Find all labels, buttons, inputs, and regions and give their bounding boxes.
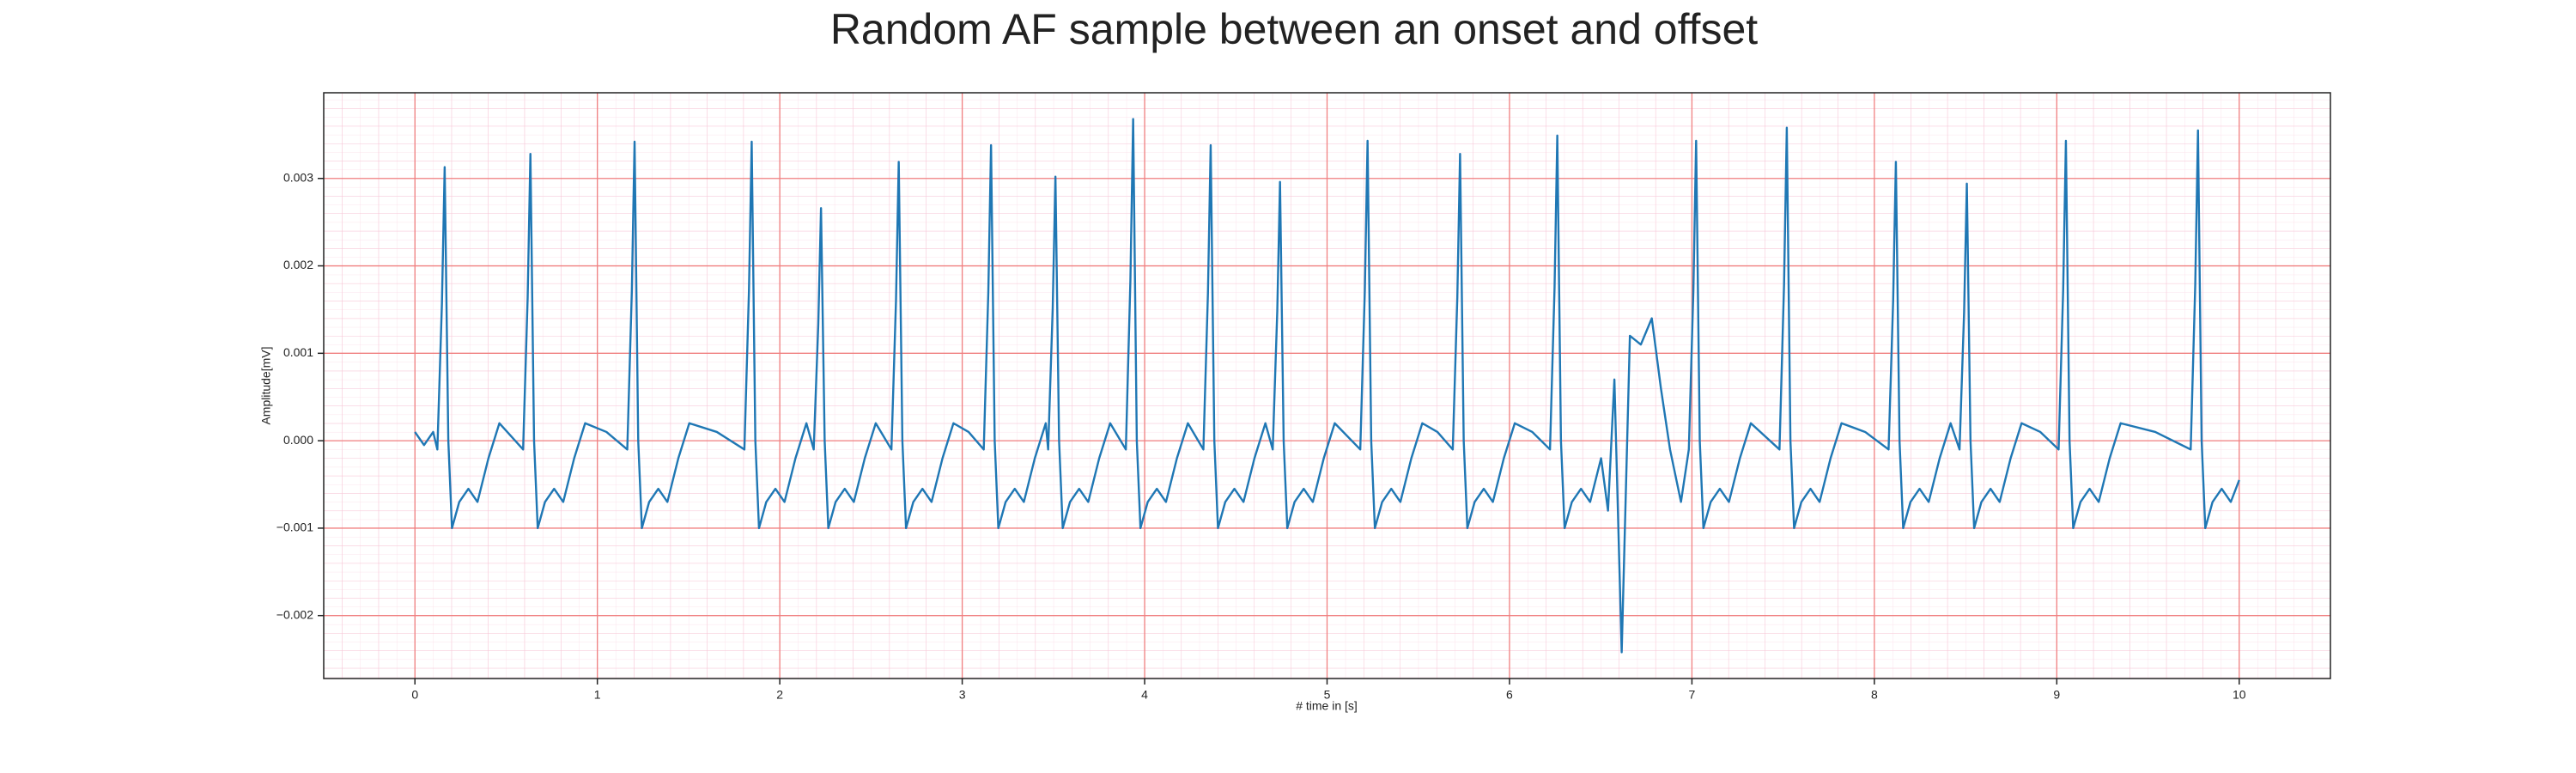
y-tick-label: 0.002 xyxy=(283,258,313,271)
x-tick-label: 8 xyxy=(1871,688,1878,702)
x-tick-label: 9 xyxy=(2053,688,2060,702)
x-tick-label: 10 xyxy=(2233,688,2246,702)
y-tick-label: 0.001 xyxy=(283,345,313,359)
x-tick-label: 7 xyxy=(1689,688,1696,702)
x-axis-label: # time in [s] xyxy=(1296,699,1358,713)
x-tick-label: 1 xyxy=(594,688,601,702)
y-axis-label: Amplitude[mV] xyxy=(259,346,273,424)
x-tick-label: 4 xyxy=(1141,688,1148,702)
x-tick-label: 5 xyxy=(1324,688,1331,702)
y-tick-label: −0.002 xyxy=(276,607,313,621)
x-tick-label: 3 xyxy=(959,688,966,702)
plot-frame xyxy=(323,92,2331,679)
chart-title: Random AF sample between an onset and of… xyxy=(830,5,1758,53)
y-tick-label: −0.001 xyxy=(276,520,313,534)
x-tick-label: 2 xyxy=(776,688,783,702)
y-tick-label: 0.003 xyxy=(283,170,313,184)
x-tick-label: 0 xyxy=(411,688,418,702)
series-line xyxy=(414,118,2240,654)
y-tick-label: 0.000 xyxy=(283,433,313,447)
x-tick-label: 6 xyxy=(1506,688,1513,702)
